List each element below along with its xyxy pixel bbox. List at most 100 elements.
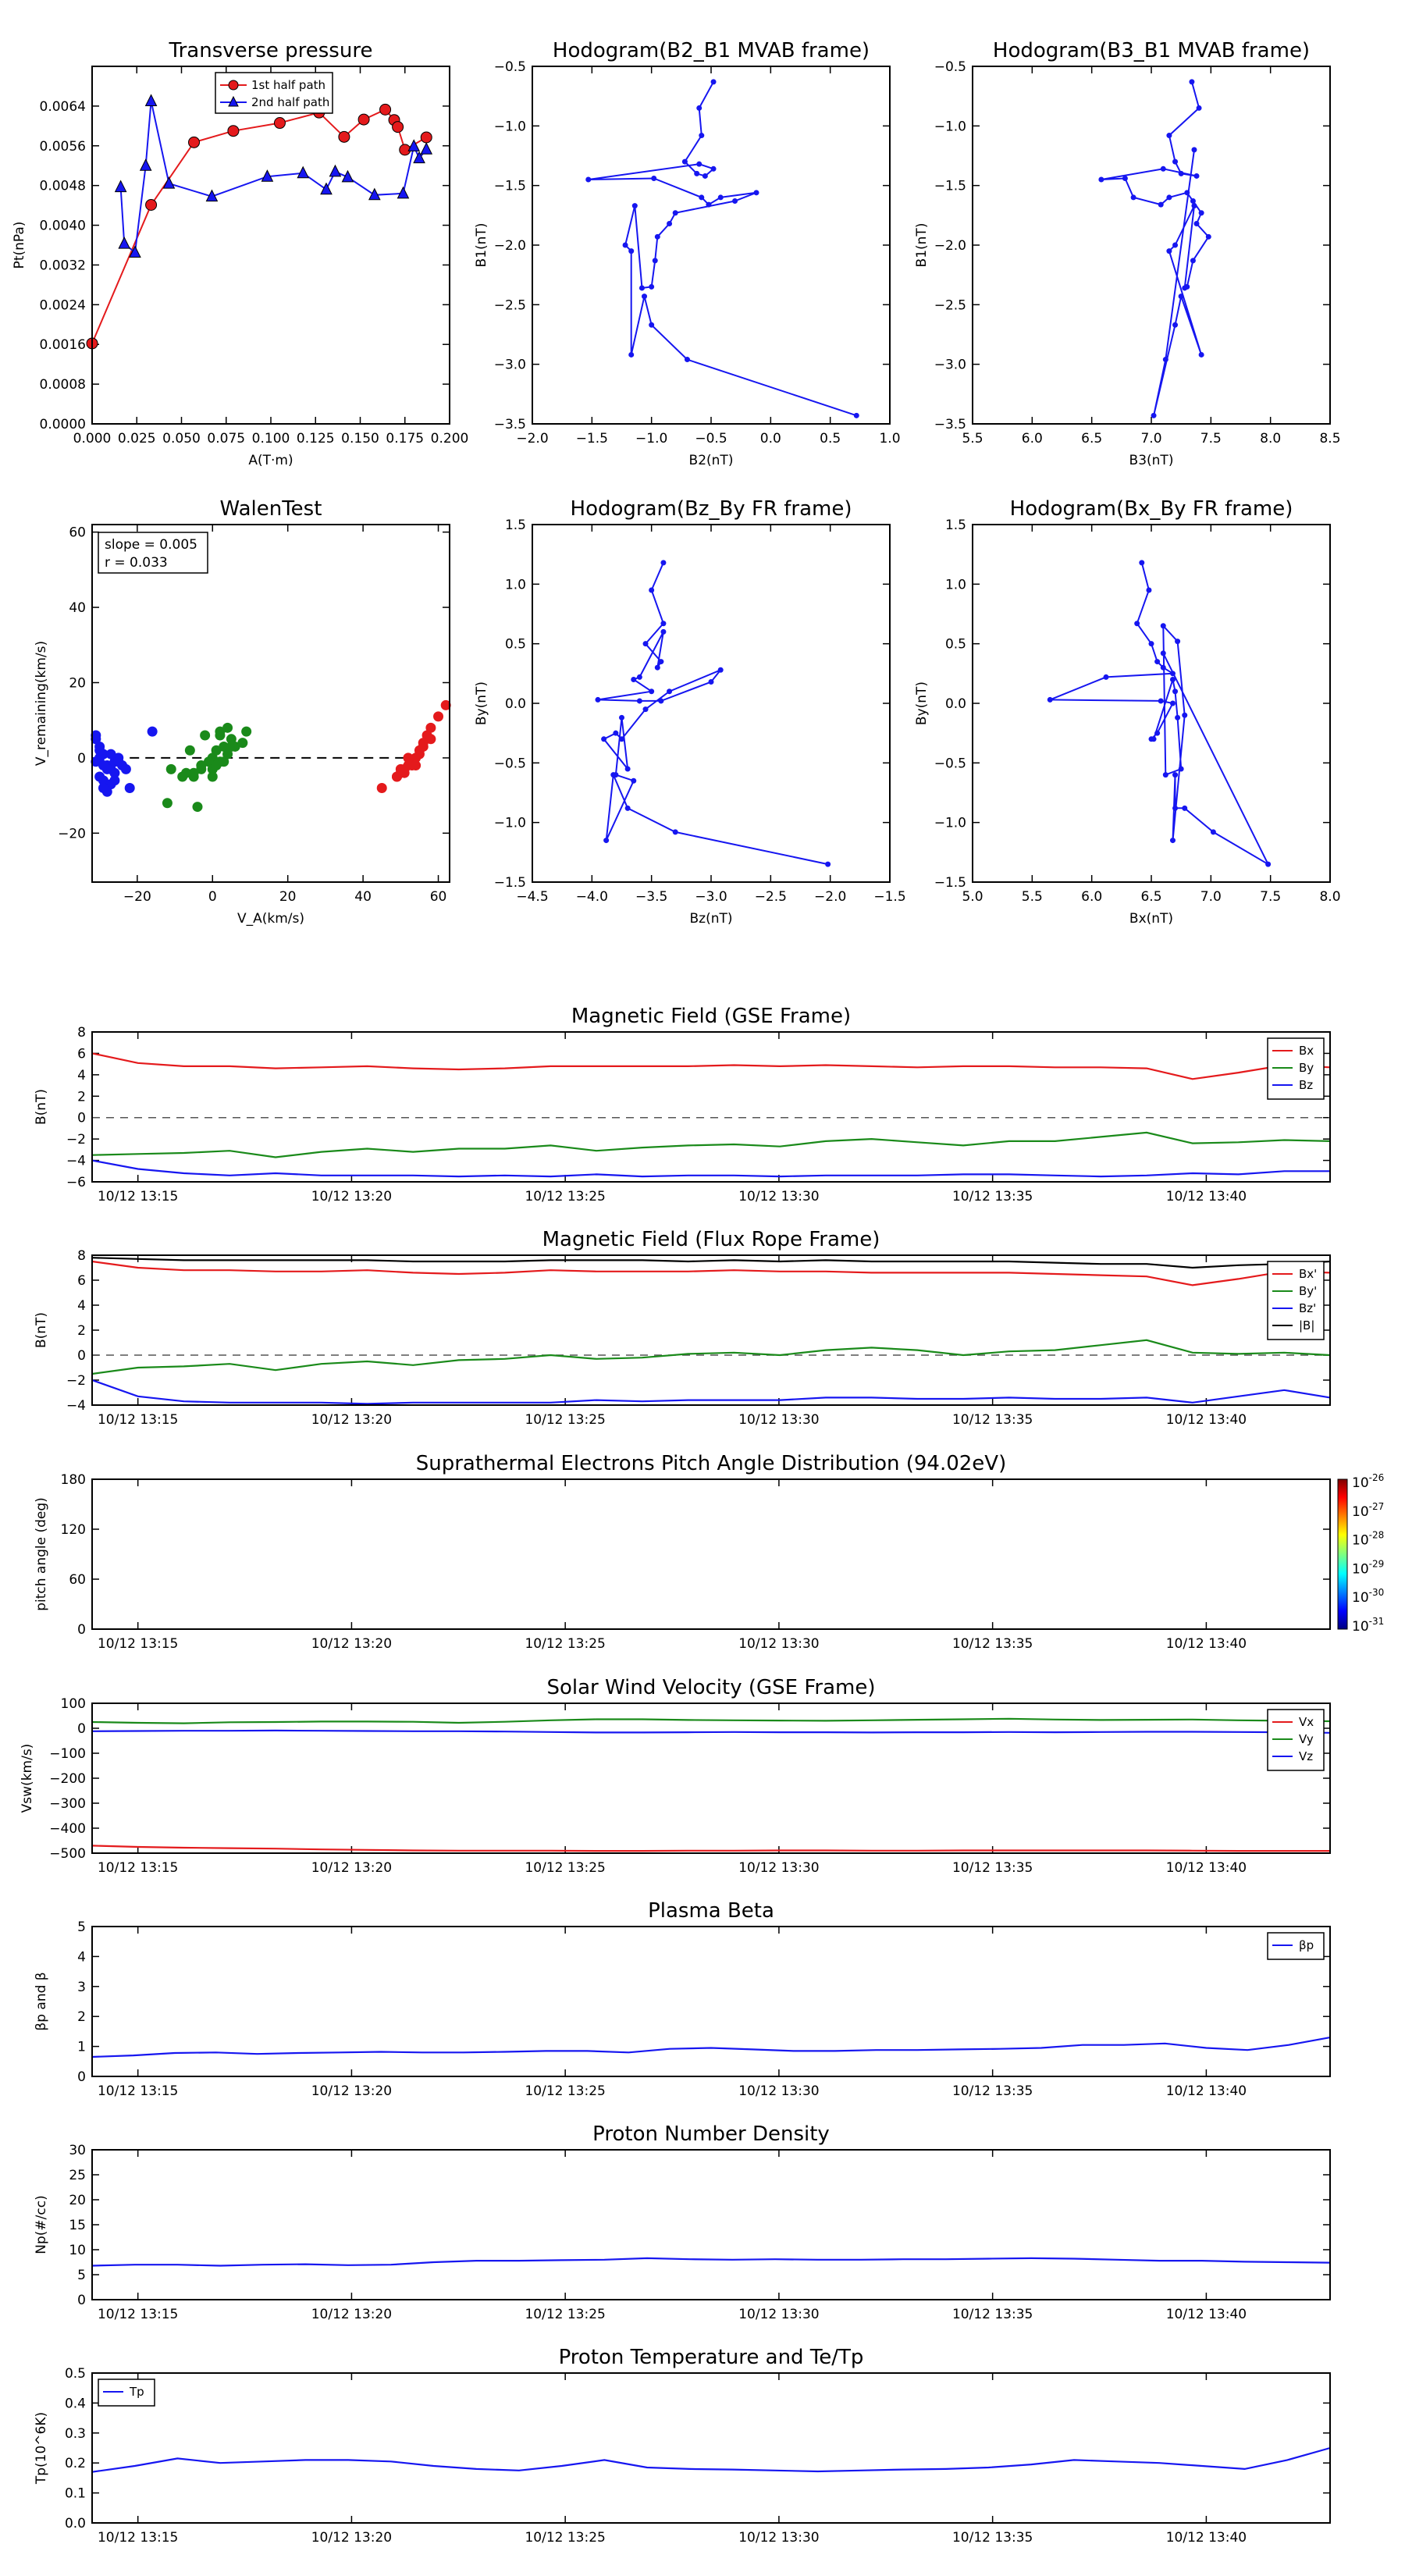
plot-frame bbox=[972, 66, 1331, 425]
data-point bbox=[1198, 351, 1204, 358]
data-point bbox=[717, 667, 724, 673]
data-point bbox=[207, 771, 218, 782]
chart-title: Hodogram(B2_B1 MVAB frame) bbox=[553, 39, 870, 62]
chart-hodo-bxby: Hodogram(Bx_By FR frame) −1.5 −1.0 −0.5 0.0 0… bbox=[914, 497, 1341, 927]
data-point bbox=[165, 763, 176, 774]
chart-title: Transverse pressure bbox=[169, 39, 373, 62]
data-point bbox=[1172, 805, 1179, 811]
x-tick-label: 60 bbox=[430, 889, 447, 905]
data-point bbox=[1172, 158, 1179, 165]
data-point bbox=[1158, 698, 1164, 704]
data-point bbox=[407, 139, 421, 151]
plot-frame bbox=[91, 66, 450, 425]
time-tick-label: 10/12 13:35 bbox=[952, 1636, 1033, 1652]
series-line-Bz bbox=[91, 1159, 1330, 1178]
data-point bbox=[1166, 133, 1172, 139]
time-tick-label: 10/12 13:35 bbox=[952, 2307, 1033, 2322]
data-point bbox=[124, 782, 135, 793]
data-point bbox=[853, 412, 859, 418]
series-line-By' bbox=[91, 1339, 1331, 1375]
y-tick-label: 5 bbox=[77, 2268, 86, 2283]
data-point bbox=[129, 245, 141, 258]
data-point bbox=[211, 760, 222, 771]
x-axis-label: Bz(nT) bbox=[689, 911, 732, 927]
data-point bbox=[1166, 248, 1172, 254]
data-point bbox=[440, 699, 451, 710]
x-tick-label: 5.5 bbox=[1022, 889, 1043, 905]
time-tick-label: 10/12 13:40 bbox=[1166, 1860, 1247, 1876]
time-tick-label: 10/12 13:40 bbox=[1166, 1636, 1247, 1652]
chart-hodo-b3b1: Hodogram(B3_B1 MVAB frame) −3.5 −3.0 −2.5 −2… bbox=[914, 39, 1341, 468]
data-point bbox=[200, 730, 211, 741]
plot-frame bbox=[532, 66, 891, 425]
y-tick-label: −1.0 bbox=[934, 816, 966, 831]
data-point bbox=[1182, 712, 1188, 718]
data-point bbox=[392, 771, 403, 782]
data-point bbox=[595, 696, 601, 703]
y-axis-label: B(nT) bbox=[34, 1089, 49, 1125]
data-point bbox=[222, 749, 233, 760]
data-point bbox=[684, 357, 690, 363]
series-line-Bx bbox=[91, 1052, 1331, 1080]
x-axis-label: B2(nT) bbox=[689, 453, 734, 468]
y-axis-label: By(nT) bbox=[914, 681, 930, 725]
data-point bbox=[98, 782, 108, 793]
data-point bbox=[825, 861, 831, 867]
series-line-Tp bbox=[91, 2446, 1331, 2473]
data-point bbox=[192, 802, 203, 813]
data-point bbox=[184, 745, 195, 756]
chart-hodo-bzby: Hodogram(Bz_By FR frame) −1.5 −1.0 −0.5 0.0 0… bbox=[474, 497, 906, 927]
data-point bbox=[177, 771, 188, 782]
y-tick-label: 2 bbox=[77, 2009, 86, 2025]
time-tick-label: 10/12 13:30 bbox=[738, 1636, 819, 1652]
data-point bbox=[203, 756, 214, 767]
data-point bbox=[215, 730, 226, 741]
legend-label: Tp bbox=[129, 2385, 144, 2399]
y-tick-label: 0 bbox=[77, 1111, 86, 1126]
time-tick-label: 10/12 13:20 bbox=[311, 1636, 392, 1652]
x-axis-label: A(T·m) bbox=[248, 453, 293, 468]
time-tick-label: 10/12 13:40 bbox=[1166, 2530, 1247, 2546]
y-tick-label: −4 bbox=[66, 1154, 86, 1169]
data-point bbox=[638, 285, 645, 291]
plot-frame bbox=[91, 524, 450, 883]
y-tick-label: 30 bbox=[69, 2143, 86, 2158]
annotation-slope: slope = 0.005 bbox=[105, 537, 197, 553]
chart-title: Proton Temperature and Te/Tp bbox=[559, 2346, 864, 2369]
plot-frame bbox=[91, 1031, 1331, 1183]
y-tick-label: 0.0024 bbox=[40, 297, 86, 313]
data-point bbox=[1193, 173, 1200, 179]
y-tick-label: 0.0 bbox=[505, 696, 526, 712]
series-line-Vx bbox=[91, 1845, 1330, 1852]
x-tick-label: 8.0 bbox=[1260, 431, 1281, 447]
x-tick-label: 0.050 bbox=[162, 431, 201, 447]
y-tick-label: 0 bbox=[77, 1622, 86, 1638]
data-point bbox=[636, 698, 642, 704]
data-point bbox=[1134, 621, 1140, 627]
data-point bbox=[1162, 772, 1168, 778]
x-tick-label: 40 bbox=[354, 889, 372, 905]
y-tick-label: −3.0 bbox=[934, 358, 966, 373]
y-tick-label: −3.0 bbox=[494, 358, 526, 373]
y-tick-label: 0.0040 bbox=[40, 219, 86, 234]
x-tick-label: −1.0 bbox=[635, 431, 667, 447]
data-point bbox=[139, 158, 152, 171]
chart-pad: Suprathermal Electrons Pitch Angle Distr… bbox=[34, 1452, 1384, 1652]
y-tick-label: 2 bbox=[77, 1323, 86, 1339]
time-tick-label: 10/12 13:30 bbox=[738, 1189, 819, 1204]
colorbar-base: 10 bbox=[1352, 1619, 1369, 1635]
x-tick-label: 8.5 bbox=[1319, 431, 1340, 447]
colorbar-base: 10 bbox=[1352, 1533, 1369, 1549]
data-point bbox=[1182, 285, 1188, 291]
time-tick-label: 10/12 13:35 bbox=[952, 2083, 1033, 2099]
data-point bbox=[1172, 322, 1179, 328]
y-tick-label: 0.0056 bbox=[40, 139, 86, 155]
plot-frame bbox=[972, 524, 1331, 883]
y-tick-label: −3.5 bbox=[494, 417, 526, 432]
x-tick-label: 0.200 bbox=[431, 431, 469, 447]
y-tick-label: 8 bbox=[77, 1248, 86, 1264]
y-tick-label: 0 bbox=[77, 751, 86, 767]
x-axis-label: V_A(km/s) bbox=[237, 911, 304, 927]
series-line-Vz bbox=[91, 1729, 1331, 1734]
data-point bbox=[649, 283, 655, 290]
